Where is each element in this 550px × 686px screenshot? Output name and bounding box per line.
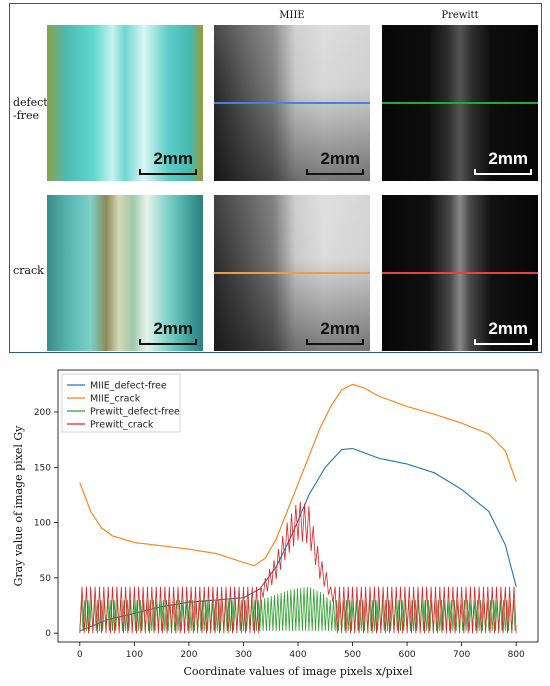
prewitt-defect-free: 2mm	[382, 25, 538, 181]
gray-value-line-chart: 0 100 200 300 400 500 600 700 800 0 50 100 150 200 Coo…	[12, 369, 539, 678]
x-tick-label: 200	[180, 650, 197, 660]
scale-bar	[306, 339, 364, 345]
image-comparison-panel	[9, 3, 542, 353]
col-header-miie: MIIE	[279, 10, 305, 21]
x-tick-label: 300	[235, 650, 252, 660]
profile-line-prewitt-crack	[382, 272, 538, 274]
scale-bar	[139, 339, 197, 345]
col-header-prewitt: Prewitt	[441, 10, 479, 21]
x-tick-label: 100	[126, 650, 143, 660]
legend-box	[61, 373, 181, 433]
scale-label: 2mm	[488, 319, 528, 338]
scale-label: 2mm	[488, 149, 528, 168]
prewitt-crack: 2mm	[382, 195, 538, 351]
x-tick-label: 0	[77, 650, 83, 660]
y-tick-label: 200	[34, 408, 51, 418]
scale-label: 2mm	[320, 149, 360, 168]
photo-crack: 2mm	[47, 195, 203, 351]
scale-bar	[474, 169, 532, 175]
profile-line-miie-defect-free	[214, 102, 370, 104]
legend-label: MIIE_crack	[90, 394, 141, 405]
scale-bar	[474, 339, 532, 345]
x-tick-label: 500	[344, 650, 361, 660]
row-label-crack: crack	[13, 264, 44, 277]
x-axis-label: Coordinate values of image pixels x/pixe…	[184, 665, 413, 678]
x-tick-label: 600	[398, 650, 415, 660]
y-tick-label: 50	[40, 574, 52, 584]
y-tick-label: 0	[45, 629, 51, 639]
profile-line-miie-crack	[214, 272, 370, 274]
profile-line-prewitt-defect-free	[382, 102, 538, 104]
y-tick-label: 150	[34, 463, 51, 473]
miie-crack: 2mm	[214, 195, 370, 351]
row-label-defect-free: defect -free	[13, 96, 48, 122]
photo-defect-free: 2mm	[47, 25, 203, 181]
series-line-Prewitt_crack	[79, 501, 517, 634]
miie-defect-free: 2mm	[214, 25, 370, 181]
x-tick-label: 800	[508, 650, 525, 660]
scale-label: 2mm	[320, 319, 360, 338]
scale-label: 2mm	[153, 149, 193, 168]
x-tick-label: 700	[453, 650, 470, 660]
legend-label: Prewitt_crack	[90, 420, 154, 431]
series-line-MIIE_crack	[79, 383, 517, 567]
x-tick-label: 400	[289, 650, 306, 660]
y-axis-label: Gray value of image pixel Gy	[12, 425, 25, 587]
scale-label: 2mm	[153, 319, 193, 338]
y-tick-label: 100	[34, 519, 51, 529]
legend-label: MIIE_defect-free	[90, 381, 167, 392]
legend-label: Prewitt_defect-free	[90, 407, 180, 418]
scale-bar	[139, 169, 197, 175]
scale-bar	[306, 169, 364, 175]
